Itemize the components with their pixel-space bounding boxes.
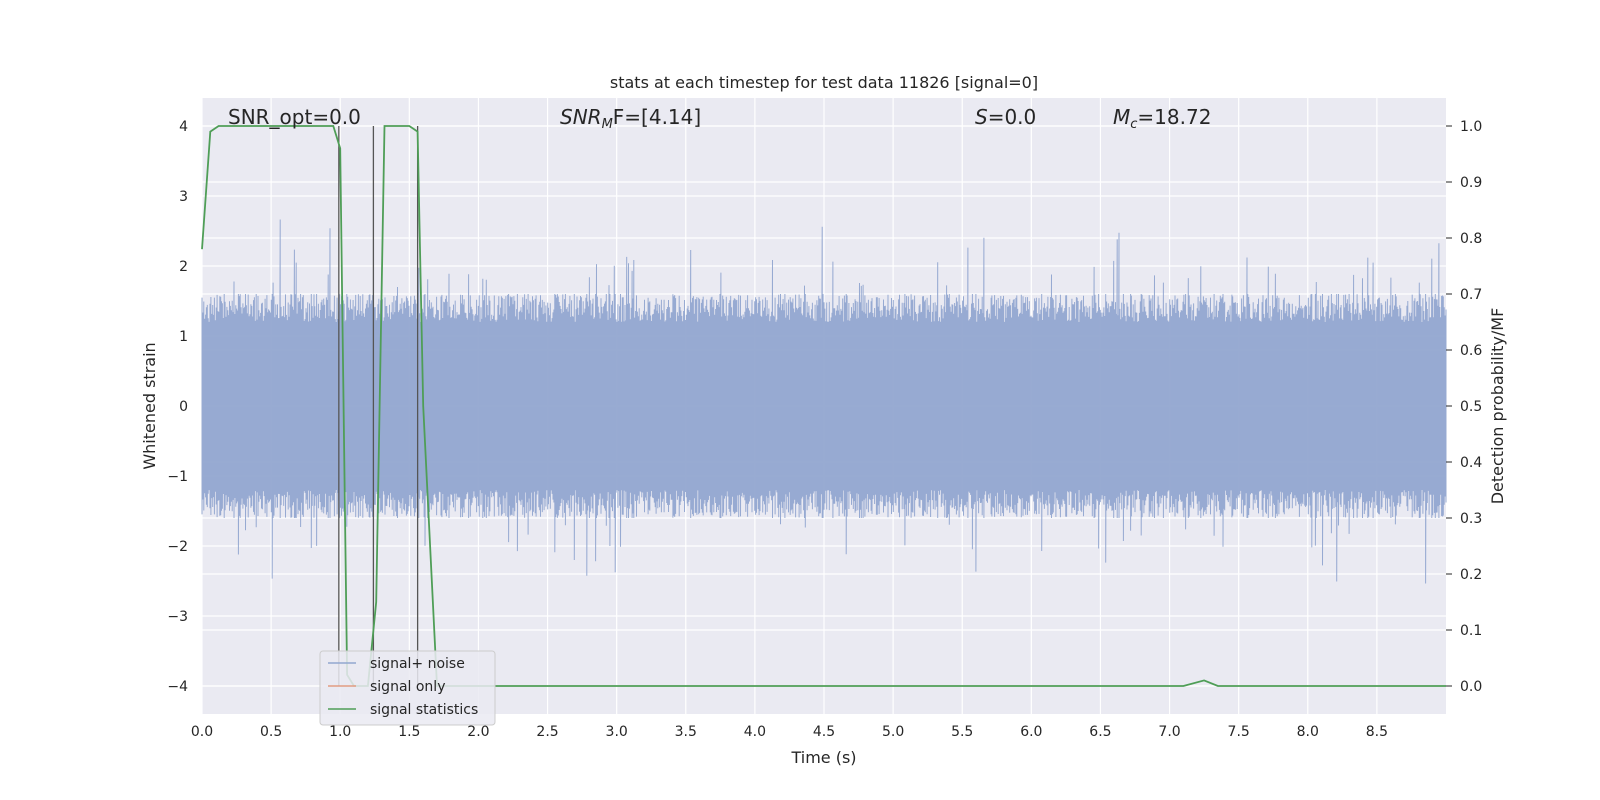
x-tick-label: 0.5 — [260, 724, 282, 740]
y-left-tick-label: 3 — [179, 189, 188, 205]
x-tick-label: 8.0 — [1297, 724, 1319, 740]
x-tick-label: 5.5 — [951, 724, 973, 740]
x-tick-label: 1.5 — [398, 724, 420, 740]
x-tick-label: 2.0 — [467, 724, 489, 740]
vertical-markers — [338, 126, 419, 686]
legend: signal+ noise signal only signal statist… — [319, 650, 496, 726]
y-right-tick-label: 0.8 — [1460, 231, 1482, 247]
y-right-tick-label: 0.5 — [1460, 399, 1482, 415]
y-right-tick-label: 0.6 — [1460, 343, 1482, 359]
legend-label-statistics: signal statistics — [370, 702, 478, 718]
x-tick-label: 4.0 — [744, 724, 766, 740]
x-tick-label: 4.5 — [813, 724, 835, 740]
x-axis-label: Time (s) — [790, 748, 856, 767]
annotation-snr-opt: SNR_opt=0.0 — [228, 105, 361, 129]
annotation-mc-sub: c — [1130, 117, 1137, 132]
y-axis-right-ticks: 0.0 0.1 0.2 0.3 0.4 0.5 0.6 0.7 0.8 0.9 1.0 — [1446, 119, 1482, 695]
x-tick-label: 8.5 — [1366, 724, 1388, 740]
annotation-snr-mf-sub: M — [602, 117, 613, 132]
annotation-snr-mf: SNRMF=[4.14] — [560, 105, 701, 132]
y-left-tick-label: −2 — [167, 539, 188, 555]
y-right-tick-label: 0.7 — [1460, 287, 1482, 303]
legend-label-signal-only: signal only — [370, 679, 445, 695]
y-right-tick-label: 0.0 — [1460, 679, 1482, 695]
y-left-tick-label: 2 — [179, 259, 188, 275]
signal-statistics-line — [201, 125, 1446, 687]
x-tick-label: 2.5 — [536, 724, 558, 740]
annotation-s-rest: =0.0 — [988, 105, 1037, 129]
signal-statistics-series — [201, 125, 1446, 687]
y-axis-left-ticks: −4 −3 −2 −1 0 1 2 3 4 — [167, 119, 188, 695]
annotation-mc-main: M — [1113, 105, 1130, 129]
y-axis-right-label: Detection probability/MF — [1488, 308, 1507, 505]
x-tick-label: 1.0 — [329, 724, 351, 740]
legend-label-noise: signal+ noise — [370, 656, 465, 672]
signal-noise-line — [201, 219, 1447, 584]
x-tick-label: 7.0 — [1158, 724, 1180, 740]
chart-title: stats at each timestep for test data 118… — [610, 73, 1038, 92]
x-tick-label: 0.0 — [191, 724, 213, 740]
y-right-tick-label: 0.9 — [1460, 175, 1482, 191]
annotation-mc-rest: =18.72 — [1137, 105, 1211, 129]
x-tick-label: 6.0 — [1020, 724, 1042, 740]
x-tick-label: 3.0 — [606, 724, 628, 740]
y-left-tick-label: 1 — [179, 329, 188, 345]
y-left-tick-label: −3 — [167, 609, 188, 625]
y-left-tick-label: −1 — [167, 469, 188, 485]
y-axis-left-label: Whitened strain — [140, 342, 159, 469]
signal-noise-series — [201, 219, 1447, 584]
annotation-snr-mf-rest: F=[4.14] — [613, 105, 701, 129]
x-axis-ticks: 0.0 0.5 1.0 1.5 2.0 2.5 3.0 3.5 4.0 4.5 5.0 5.5 6.0 6… — [191, 724, 1388, 740]
x-tick-label: 6.5 — [1089, 724, 1111, 740]
y-right-tick-label: 0.1 — [1460, 623, 1482, 639]
y-left-tick-label: 0 — [179, 399, 188, 415]
y-left-tick-label: 4 — [179, 119, 188, 135]
legend-box — [319, 650, 496, 726]
y-left-tick-label: −4 — [167, 679, 188, 695]
x-tick-label: 5.0 — [882, 724, 904, 740]
y-right-tick-label: 0.3 — [1460, 511, 1482, 527]
y-right-tick-label: 0.2 — [1460, 567, 1482, 583]
annotation-s: S=0.0 — [975, 105, 1036, 129]
y-right-tick-label: 1.0 — [1460, 119, 1482, 135]
annotation-s-main: S — [975, 105, 988, 129]
annotation-snr-mf-main: SNR — [560, 105, 602, 129]
x-tick-label: 7.5 — [1228, 724, 1250, 740]
annotation-mc: Mc=18.72 — [1113, 105, 1211, 132]
x-tick-label: 3.5 — [675, 724, 697, 740]
y-right-tick-label: 0.4 — [1460, 455, 1482, 471]
